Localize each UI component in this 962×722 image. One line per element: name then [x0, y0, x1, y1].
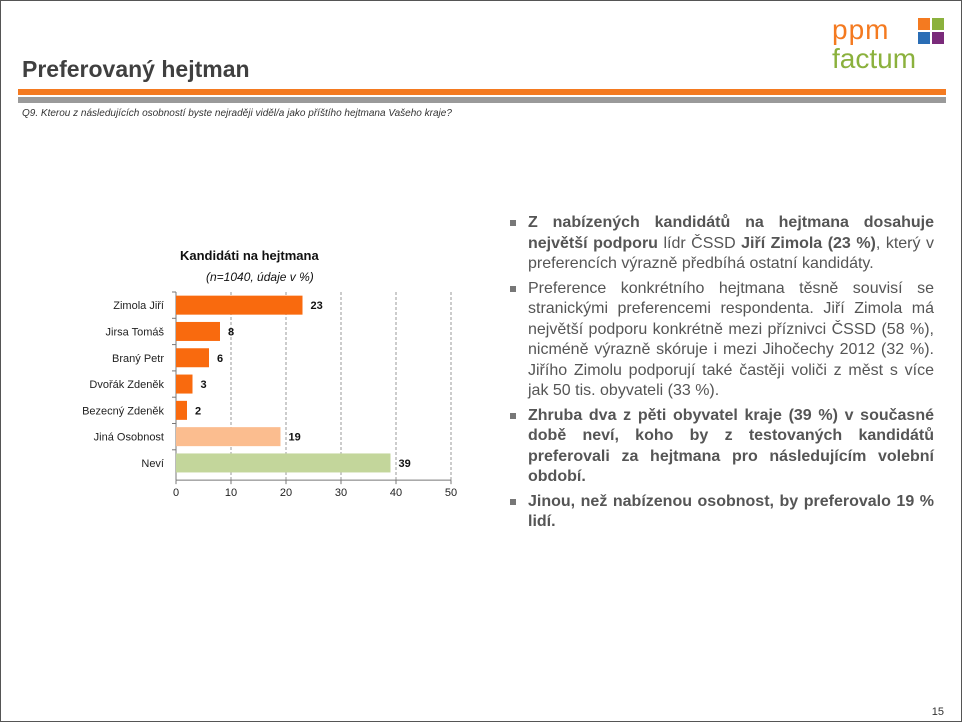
logo-top-text: ppm — [832, 14, 890, 45]
survey-question: Q9. Kterou z následujících osobností bys… — [22, 108, 452, 119]
commentary-item: Zhruba dva z pěti obyvatel kraje (39 %) … — [506, 406, 934, 488]
category-label: Braný Petr — [112, 353, 164, 365]
x-tick-label: 50 — [445, 487, 457, 499]
commentary-text: Preference konkrétního hejtmana těsně so… — [528, 279, 934, 400]
logo-square-icon — [932, 18, 944, 30]
data-label: 2 — [195, 405, 201, 417]
bar — [176, 427, 281, 447]
chart-subtitle: (n=1040, údaje v %) — [206, 270, 314, 284]
logo-square-icon — [918, 18, 930, 30]
x-tick-label: 0 — [173, 487, 179, 499]
commentary-item: Preference konkrétního hejtmana těsně so… — [506, 279, 934, 402]
bar — [176, 453, 391, 473]
chart-title: Kandidáti na hejtmana — [180, 248, 319, 263]
data-label: 23 — [311, 300, 323, 312]
commentary-text: Jinou, než nabízenou osobnost, by prefer… — [528, 492, 934, 531]
header-rule-orange — [18, 89, 946, 95]
page-number: 15 — [931, 706, 944, 718]
logo-bottom-text: factum — [832, 43, 917, 74]
category-label: Jiná Osobnost — [94, 432, 164, 444]
bar — [176, 321, 220, 341]
commentary-text: Jiří Zimola (23 %) — [741, 234, 876, 252]
bar — [176, 348, 209, 368]
data-label: 6 — [217, 353, 223, 365]
category-label: Bezecný Zdeněk — [82, 405, 164, 417]
x-tick-label: 30 — [335, 487, 347, 499]
data-label: 39 — [399, 458, 411, 470]
commentary-text: Z nabízených kandidátů na hejtmana dosah… — [528, 214, 934, 252]
category-label: Dvořák Zdeněk — [89, 379, 164, 391]
category-label: Neví — [141, 458, 164, 470]
commentary-list: Z nabízených kandidátů na hejtmana dosah… — [506, 213, 934, 537]
bar — [176, 295, 303, 315]
data-label: 3 — [201, 379, 207, 391]
ppm-factum-logo: ppm factum — [832, 16, 950, 76]
commentary-text: , který v preferencích výrazně předbíhá … — [528, 234, 934, 273]
header-rule-grey — [18, 97, 946, 103]
category-label: Jirsa Tomáš — [106, 326, 165, 338]
category-label: Zimola Jiří — [113, 300, 164, 312]
commentary-text: Zhruba dva z pěti obyvatel kraje (39 %) … — [528, 406, 934, 486]
data-label: 19 — [289, 432, 301, 444]
bar — [176, 400, 187, 420]
commentary-item: Z nabízených kandidátů na hejtmana dosah… — [506, 213, 934, 275]
logo-square-icon — [932, 32, 944, 44]
commentary-item: Jinou, než nabízenou osobnost, by prefer… — [506, 492, 934, 533]
page-title: Preferovaný hejtman — [22, 56, 250, 82]
commentary-text: lídr ČSSD — [657, 234, 742, 252]
x-tick-label: 20 — [280, 487, 292, 499]
bar — [176, 374, 193, 394]
data-label: 8 — [228, 326, 234, 338]
x-tick-label: 40 — [390, 487, 402, 499]
x-tick-label: 10 — [225, 487, 237, 499]
logo-square-icon — [918, 32, 930, 44]
